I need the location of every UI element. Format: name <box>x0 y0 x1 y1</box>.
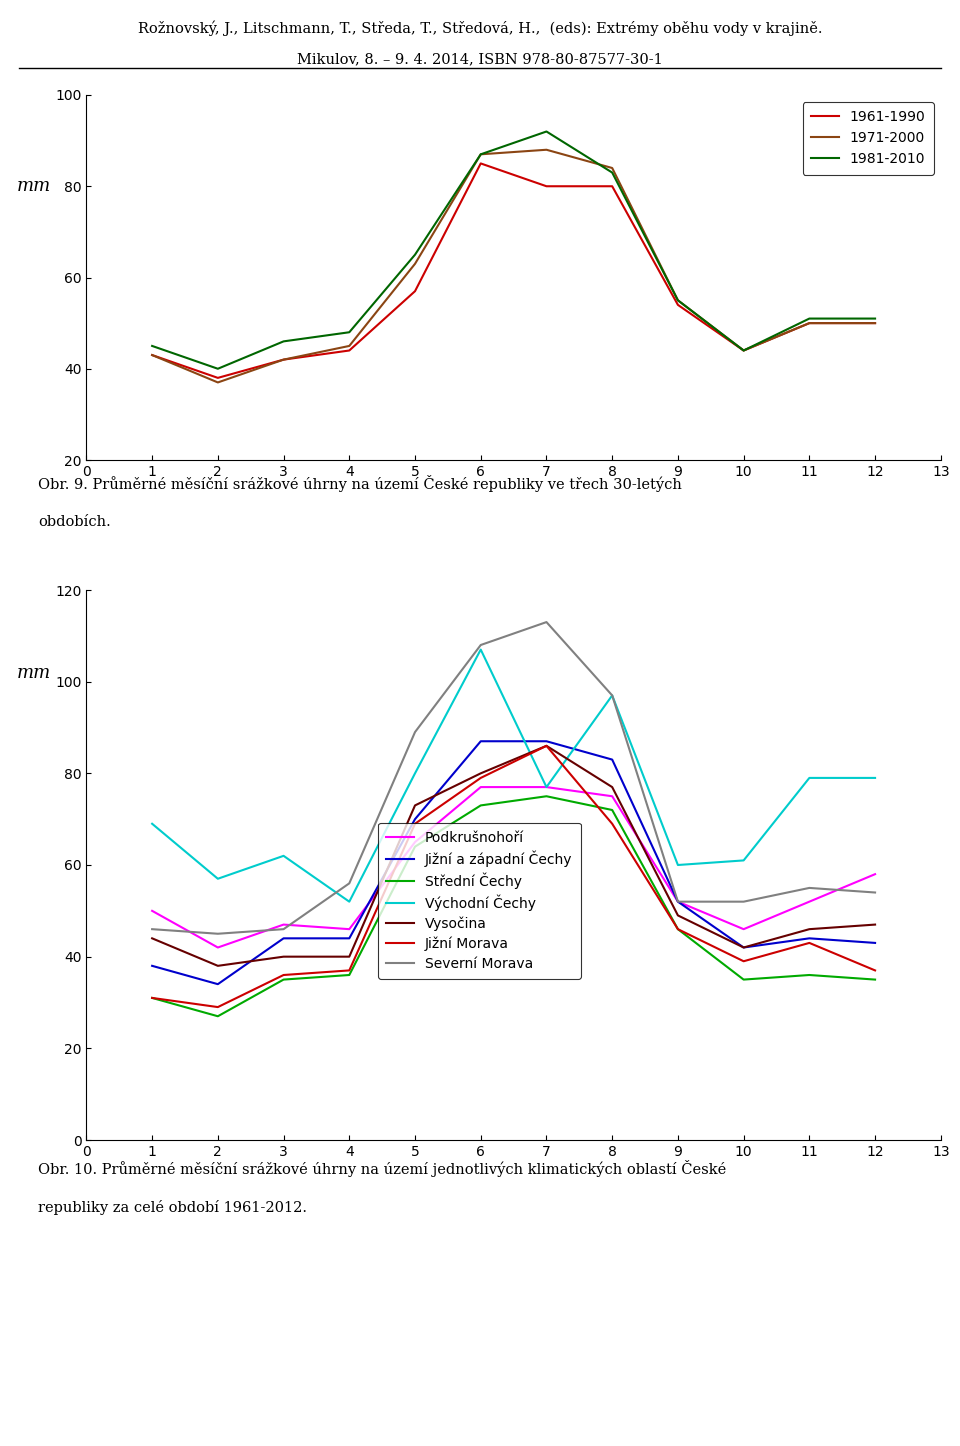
Text: Mikulov, 8. – 9. 4. 2014, ISBN 978-80-87577-30-1: Mikulov, 8. – 9. 4. 2014, ISBN 978-80-87… <box>298 52 662 67</box>
Legend: Podkrušnohоří, Jižní a západní Čechy, Střední Čechy, Východní Čechy, Vysočina, J: Podkrušnohоří, Jižní a západní Čechy, St… <box>378 823 581 979</box>
Text: Obr. 10. Průměrné měsíční srážkové úhrny na území jednotlivých klimatických obla: Obr. 10. Průměrné měsíční srážkové úhrny… <box>38 1160 727 1177</box>
Text: republiky za celé období 1961-2012.: republiky za celé období 1961-2012. <box>38 1200 307 1216</box>
Text: mm: mm <box>16 178 51 195</box>
Text: mm: mm <box>16 664 51 681</box>
Text: obdobích.: obdobích. <box>38 515 111 529</box>
Text: Rožnovský, J., Litschmann, T., Středa, T., Středová, H.,  (eds): Extrémy oběhu v: Rožnovský, J., Litschmann, T., Středa, T… <box>137 20 823 36</box>
Legend: 1961-1990, 1971-2000, 1981-2010: 1961-1990, 1971-2000, 1981-2010 <box>803 103 934 175</box>
Text: Obr. 9. Průměrné měsíční srážkové úhrny na území České republiky ve třech 30-let: Obr. 9. Průměrné měsíční srážkové úhrny … <box>38 474 683 492</box>
